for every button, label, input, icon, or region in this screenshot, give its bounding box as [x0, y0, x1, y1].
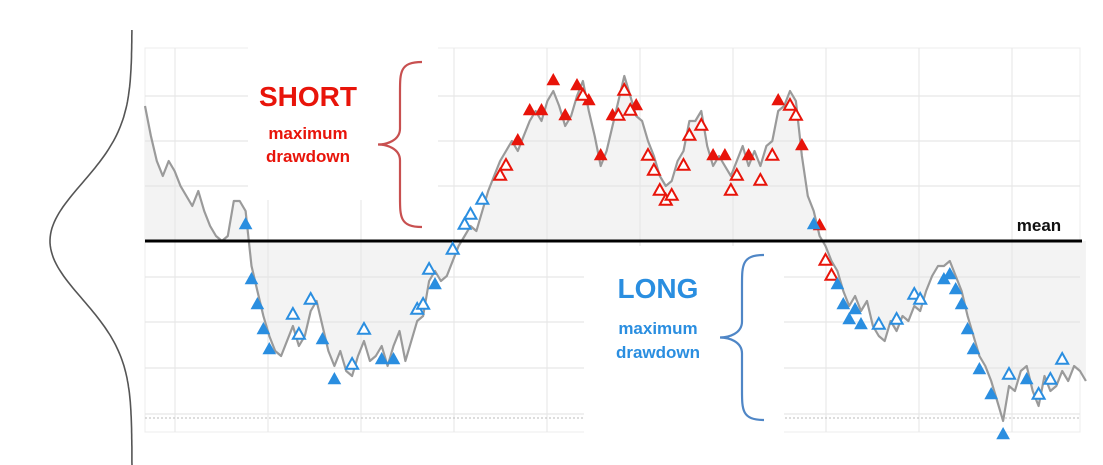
- short-signal-filled: [558, 107, 573, 121]
- long-signal-filled: [954, 296, 969, 310]
- long-signal-hollow: [1042, 370, 1059, 385]
- short-subtitle-2: drawdown: [265, 147, 351, 166]
- long-signal-hollow: [474, 190, 490, 205]
- short-signal-hollow: [729, 166, 745, 181]
- long-signal-hollow: [1030, 385, 1047, 400]
- short-signal-hollow: [610, 106, 627, 121]
- long-signal-filled: [386, 351, 401, 365]
- short-signal-hollow: [782, 96, 798, 111]
- long-signal-filled: [948, 281, 963, 295]
- long-signal-filled: [262, 341, 277, 355]
- long-signal-filled: [250, 296, 265, 310]
- long-drawdown-brace: [719, 253, 765, 422]
- short-subtitle-1: maximum: [268, 124, 348, 143]
- long-signal-filled: [238, 216, 253, 230]
- short-signal-hollow: [492, 166, 508, 181]
- short-signal-hollow: [646, 161, 662, 176]
- short-signal-hollow: [723, 181, 739, 196]
- long-signal-filled: [842, 311, 857, 325]
- long-signal-hollow: [871, 315, 887, 330]
- long-signal-filled: [848, 301, 862, 315]
- long-signal-filled: [315, 331, 330, 345]
- short-signal-hollow: [788, 106, 804, 121]
- short-signal-hollow: [664, 186, 680, 201]
- short-signal-filled: [510, 132, 525, 146]
- long-signal-hollow: [462, 205, 479, 220]
- short-signal-filled: [546, 72, 561, 86]
- short-signal-hollow: [817, 251, 834, 266]
- long-signal-filled: [996, 426, 1010, 440]
- long-signal-filled: [972, 361, 987, 375]
- long-signal-filled: [806, 216, 821, 230]
- long-signal-filled: [960, 321, 975, 335]
- long-signal-hollow: [445, 240, 461, 255]
- long-signal-hollow: [1001, 365, 1017, 380]
- long-signal-hollow: [344, 355, 360, 370]
- short-signal-hollow: [675, 156, 692, 171]
- long-signal-hollow: [285, 305, 301, 320]
- long-signal-hollow: [303, 290, 319, 305]
- long-signal-hollow: [356, 320, 372, 335]
- long-signal-hollow: [415, 295, 431, 310]
- short-signal-filled: [593, 147, 608, 161]
- short-signal-hollow: [498, 156, 514, 171]
- short-title: SHORT: [259, 81, 357, 112]
- short-signal-filled: [629, 97, 644, 111]
- short-signal-filled: [771, 92, 786, 106]
- short-signal-filled: [706, 147, 720, 161]
- short-signal-filled: [522, 102, 537, 116]
- long-signal-filled: [966, 341, 981, 355]
- short-signal-hollow: [622, 101, 638, 116]
- long-signal-filled: [984, 386, 999, 400]
- long-subtitle-2: drawdown: [615, 343, 701, 362]
- decoration-layer: [49, 30, 765, 465]
- long-signal-hollow: [906, 285, 922, 300]
- long-signal-filled: [836, 296, 851, 310]
- short-signal-filled: [534, 102, 549, 116]
- long-signal-filled: [428, 276, 442, 290]
- mean-label: mean: [1016, 216, 1062, 235]
- short-signal-filled: [741, 147, 756, 161]
- long-signal-hollow: [1054, 350, 1070, 365]
- long-signal-hollow: [912, 290, 928, 305]
- deviation-shading: [145, 76, 1086, 421]
- short-signal-hollow: [752, 171, 769, 186]
- long-subtitle-1: maximum: [618, 319, 698, 338]
- short-signal-hollow: [640, 146, 656, 161]
- long-title: LONG: [617, 273, 699, 304]
- long-signal-filled: [256, 321, 271, 335]
- long-signal-filled: [942, 266, 957, 280]
- short-signal-hollow: [575, 86, 591, 101]
- short-signal-filled: [570, 77, 584, 91]
- short-drawdown-brace: [377, 60, 423, 229]
- long-signal-hollow: [291, 325, 307, 340]
- short-signal-hollow: [764, 146, 780, 161]
- long-signal-filled: [244, 271, 259, 285]
- short-signal-filled: [795, 137, 809, 151]
- signal-marker-layer: [238, 72, 1070, 440]
- short-signal-filled: [718, 147, 732, 161]
- short-signal-hollow: [681, 126, 698, 141]
- short-signal-hollow: [693, 116, 709, 131]
- long-signal-filled: [327, 371, 342, 385]
- short-signal-hollow: [652, 181, 668, 196]
- long-signal-filled: [854, 316, 868, 330]
- long-signal-filled: [1019, 371, 1034, 385]
- long-label-mask: [584, 246, 784, 436]
- grid-layer: [145, 40, 1080, 436]
- long-signal-hollow: [888, 310, 905, 325]
- long-signal-hollow: [456, 215, 473, 230]
- long-signal-hollow: [421, 260, 437, 275]
- long-signal-filled: [830, 276, 845, 290]
- long-signal-filled: [374, 351, 389, 365]
- short-signal-hollow: [823, 266, 840, 281]
- short-signal-hollow: [616, 81, 632, 96]
- distribution-curve: [49, 30, 133, 465]
